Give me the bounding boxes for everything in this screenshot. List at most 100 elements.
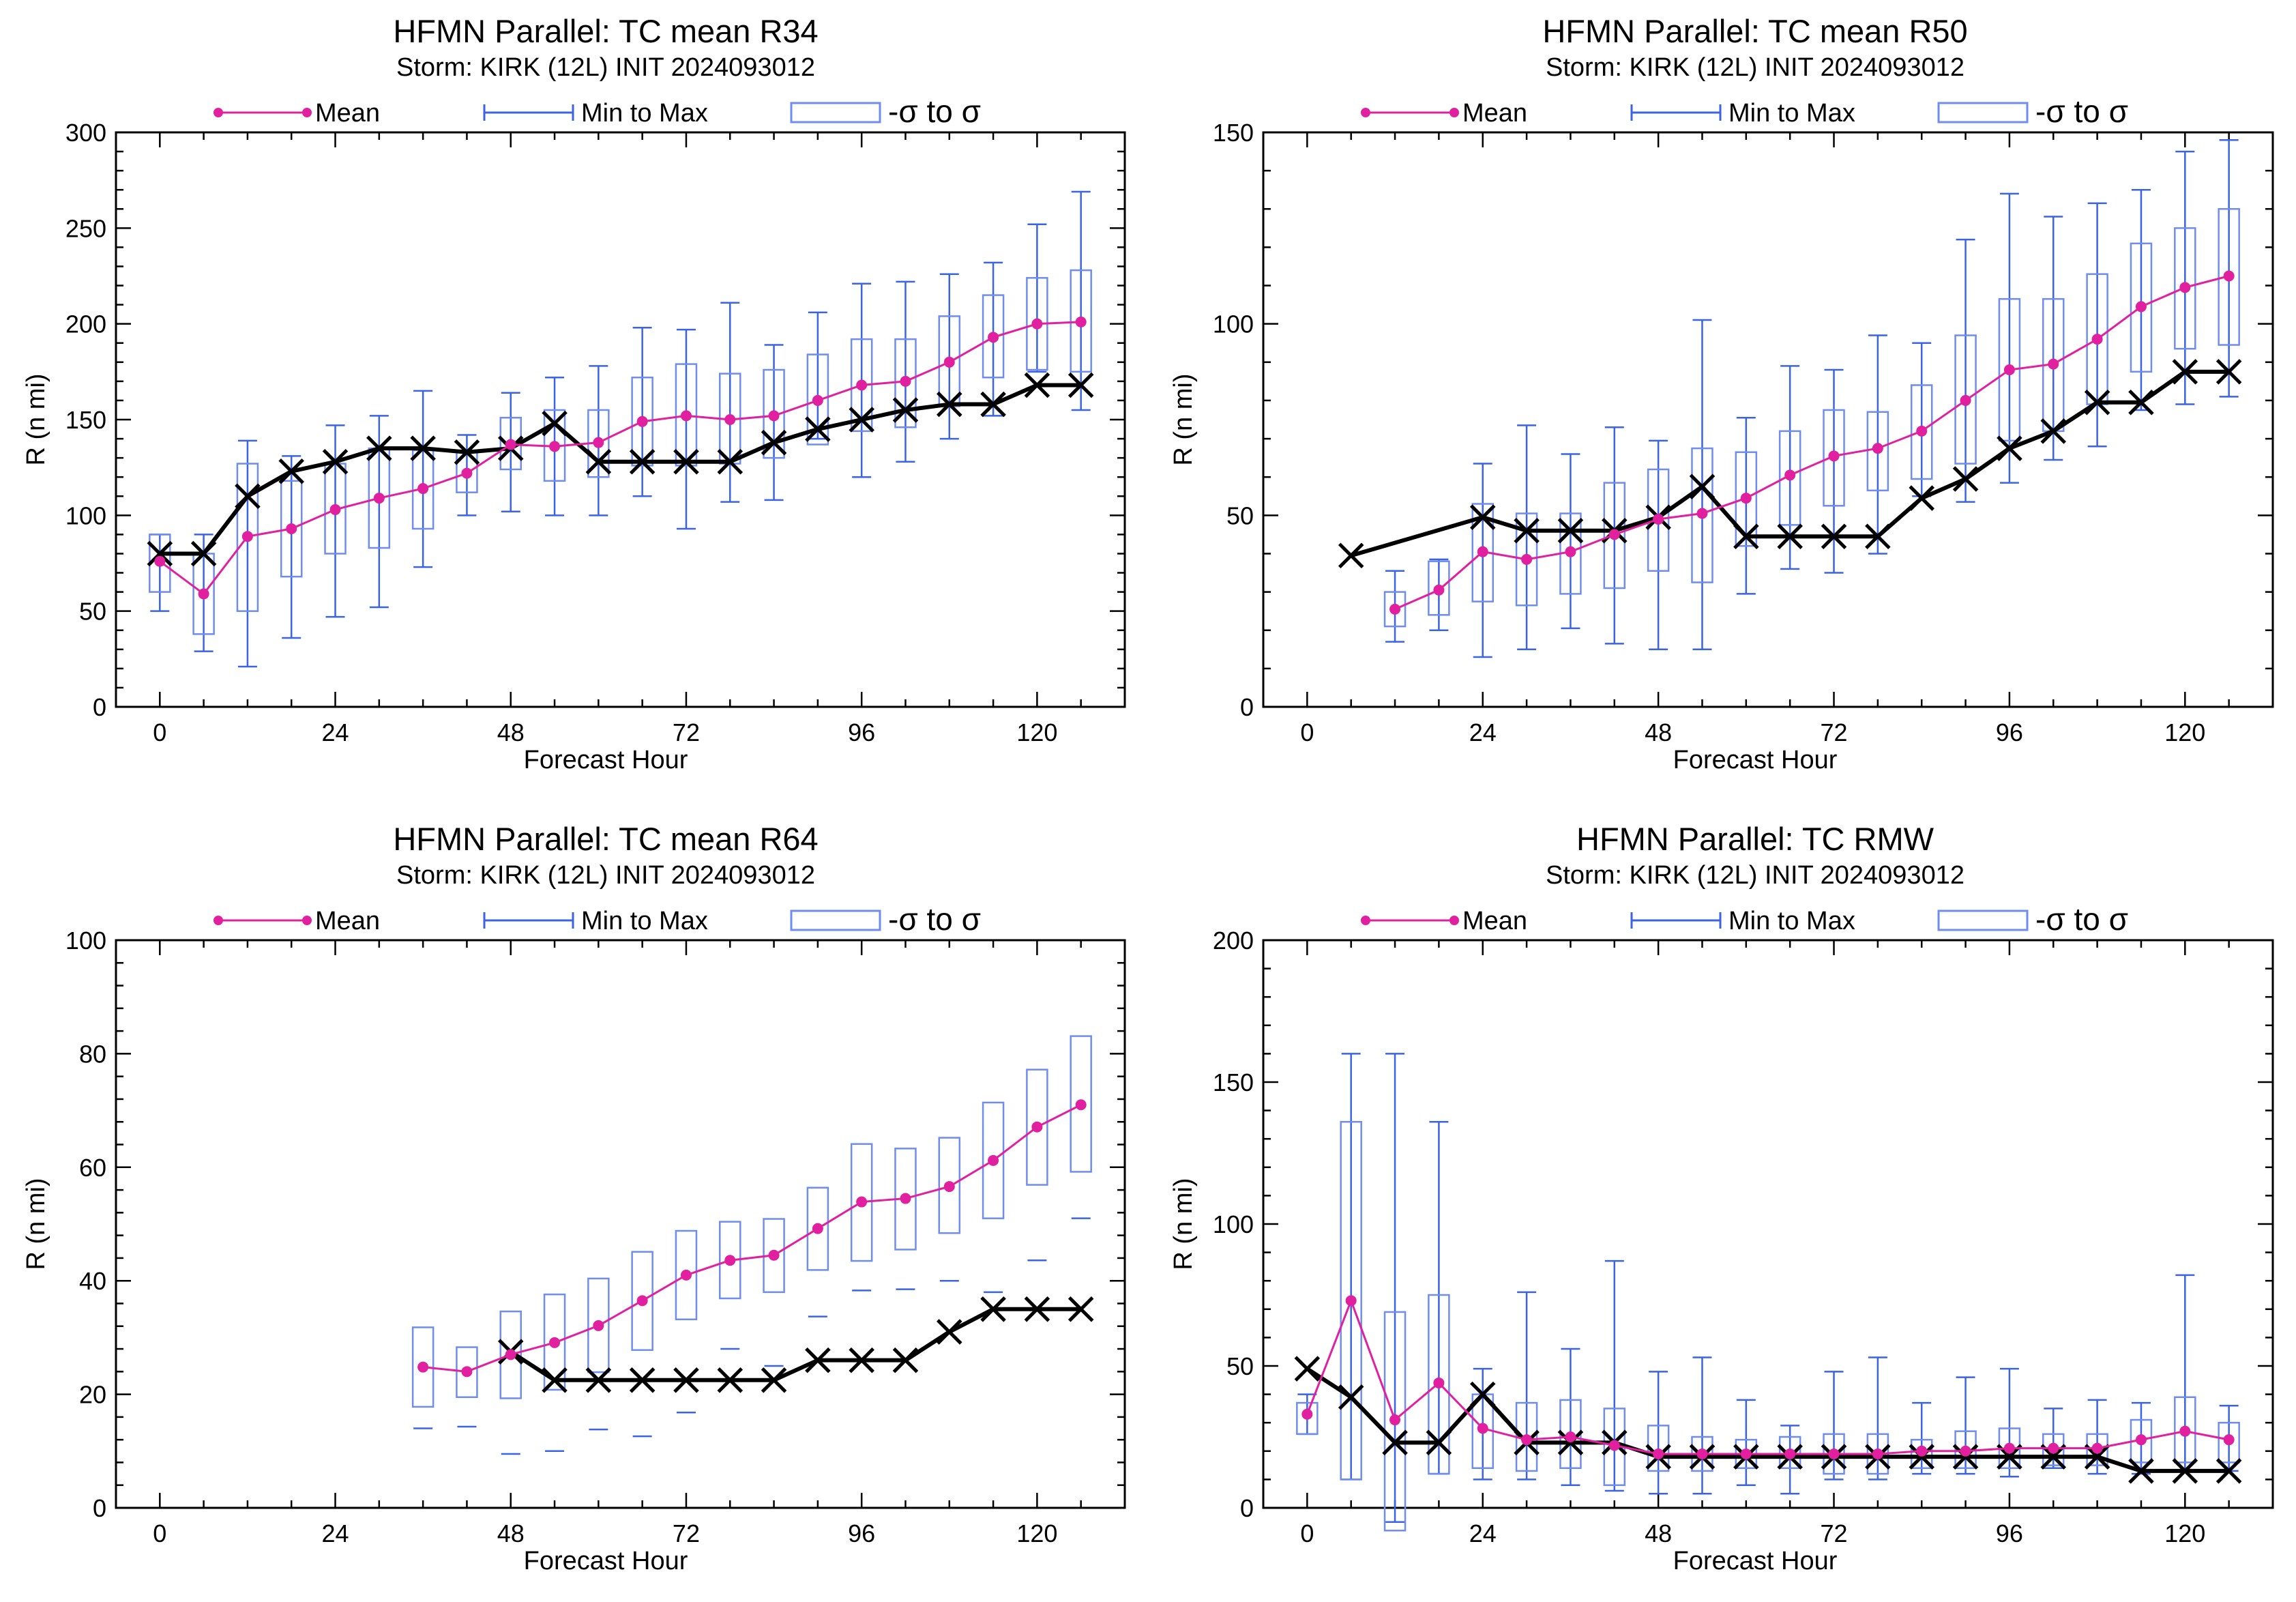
plot-data	[411, 1035, 1094, 1455]
legend-mean-marker	[1449, 916, 1459, 925]
y-tick-label: 20	[79, 1381, 106, 1409]
observed-marker-stroke	[980, 391, 1006, 418]
mean-point	[1075, 316, 1087, 327]
sigma-box	[1866, 411, 1889, 492]
observed-marker-stroke	[892, 397, 919, 423]
chart-title: HFMN Parallel: TC mean R50	[1542, 13, 1967, 49]
observed-marker	[2040, 418, 2067, 444]
legend-sigma-label: -σ to σ	[888, 93, 981, 129]
observed-marker	[849, 407, 874, 433]
observed-marker-stroke	[410, 435, 436, 461]
legend-mean-label: Mean	[1462, 99, 1527, 128]
sigma-box	[1954, 334, 1977, 465]
observed-marker-stroke	[454, 439, 480, 465]
observed-marker-stroke	[980, 1296, 1006, 1322]
x-tick-label: 120	[1016, 1519, 1057, 1547]
observed-marker-stroke	[1338, 542, 1364, 569]
x-tick-label: 0	[153, 718, 166, 746]
mean-point	[1653, 1448, 1664, 1459]
sigma-box	[1428, 1294, 1450, 1475]
sigma-box	[1603, 482, 1626, 589]
observed-marker-stroke	[2128, 1458, 2154, 1484]
mean-point	[1031, 1121, 1043, 1133]
chart-legend: Mean Min to Max -σ to σ	[214, 901, 981, 937]
observed-marker-stroke	[278, 458, 304, 484]
chart-legend: Mean Min to Max -σ to σ	[1361, 93, 2128, 129]
sigma-box	[236, 463, 259, 612]
observed-marker	[1733, 523, 1759, 549]
mean-point	[724, 1255, 736, 1266]
observed-marker-stroke	[1997, 435, 2022, 461]
x-tick-label: 72	[1820, 1519, 1847, 1547]
sigma-box	[2218, 1421, 2240, 1463]
mean-point	[856, 1196, 868, 1208]
x-axis-label: Forecast Hour	[1673, 746, 1838, 774]
observed-marker	[2172, 1458, 2198, 1484]
observed-marker	[585, 1367, 612, 1393]
observed-marker	[805, 416, 831, 442]
mean-point	[1075, 1099, 1087, 1111]
legend-sigma-label: -σ to σ	[888, 901, 981, 937]
mean-point	[2091, 1442, 2103, 1454]
observed-marker-stroke	[1068, 1296, 1094, 1322]
x-tick-label: 24	[321, 1519, 349, 1547]
y-tick-label: 0	[93, 1494, 106, 1522]
mean-point	[1389, 603, 1401, 615]
x-tick-label: 48	[497, 718, 525, 746]
observed-marker	[980, 391, 1006, 418]
mean-point	[1301, 1408, 1313, 1420]
observed-marker-stroke	[585, 1367, 612, 1393]
sigma-box	[631, 1251, 653, 1351]
x-axis-label: Forecast Hour	[1673, 1547, 1838, 1575]
mean-point	[2135, 301, 2147, 312]
mean-point	[154, 555, 166, 567]
sigma-box	[763, 368, 785, 459]
sigma-box	[411, 1326, 435, 1408]
sigma-box	[1070, 269, 1092, 373]
sigma-box	[2130, 242, 2153, 373]
mean-point	[1872, 443, 1883, 454]
y-tick-label: 100	[1213, 1210, 1254, 1238]
observed-marker-stroke	[366, 435, 392, 461]
observed-marker-stroke	[2084, 1444, 2110, 1470]
observed-marker-stroke	[1338, 1384, 1364, 1410]
observed-marker	[1952, 1444, 1979, 1470]
mean-point	[549, 441, 561, 452]
observed-marker	[322, 448, 349, 475]
observed-marker-stroke	[147, 540, 173, 567]
mean-point	[680, 1269, 692, 1281]
y-tick-label: 0	[1240, 1494, 1254, 1522]
observed-marker-stroke	[1382, 1429, 1408, 1456]
mean-point	[2223, 270, 2235, 282]
observed-marker	[937, 391, 962, 418]
y-tick-label: 50	[1226, 1352, 1254, 1380]
observed-marker	[1068, 1296, 1094, 1322]
observed-marker	[1909, 1444, 1934, 1470]
mean-point	[856, 379, 868, 391]
sigma-box	[2218, 208, 2240, 346]
observed-marker	[1024, 372, 1050, 398]
chart-panel-4: HFMN Parallel: TC RMW Storm: KIRK (12L) I…	[1169, 821, 2274, 1575]
observed-marker-stroke	[1469, 1381, 1496, 1408]
observed-marker	[585, 448, 612, 475]
observed-marker	[2128, 1458, 2154, 1484]
mean-point	[900, 375, 911, 387]
observed-marker-stroke	[542, 410, 568, 437]
x-tick-label: 72	[1820, 718, 1847, 746]
mean-point	[724, 414, 736, 425]
x-tick-label: 24	[321, 718, 349, 746]
observed-marker-stroke	[1068, 372, 1094, 398]
observed-marker-stroke	[190, 540, 217, 567]
x-tick-label: 24	[1469, 718, 1497, 746]
observed-marker-stroke	[1909, 485, 1934, 511]
observed-marker	[980, 1296, 1006, 1322]
mean-point	[1784, 1448, 1796, 1459]
plot-frame	[115, 939, 1126, 1509]
x-tick-label: 48	[1645, 1519, 1672, 1547]
sigma-box	[587, 1277, 610, 1373]
legend-mean-label: Mean	[315, 907, 380, 935]
observed-marker-stroke	[717, 1367, 744, 1393]
legend-mean-marker	[302, 108, 312, 117]
sigma-box	[982, 1101, 1005, 1219]
